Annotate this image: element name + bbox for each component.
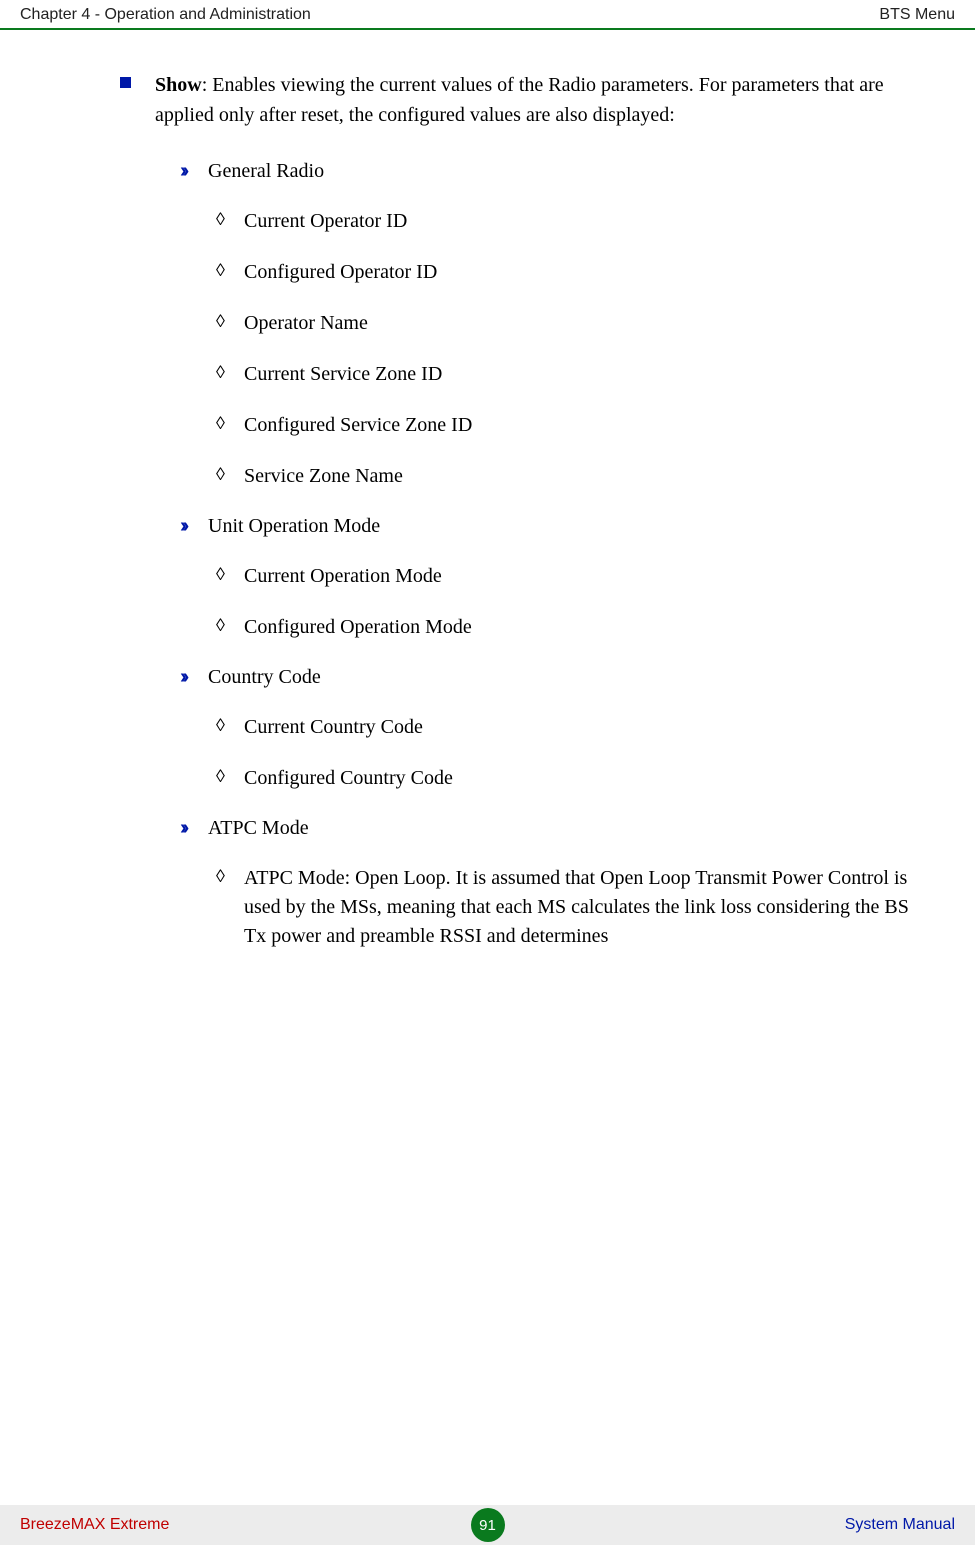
group-title: ATPC Mode xyxy=(208,815,309,842)
list-item: ◊Current Country Code xyxy=(216,713,915,742)
group-title: General Radio xyxy=(208,158,324,185)
groups-list: ››General Radio◊Current Operator ID◊Conf… xyxy=(120,158,915,951)
list-item: ◊Service Zone Name xyxy=(216,462,915,491)
chevron-icon: ›› xyxy=(180,513,208,540)
group-row: ››Country Code xyxy=(180,664,915,691)
item-text: Service Zone Name xyxy=(244,462,403,491)
group-items: ◊Current Country Code◊Configured Country… xyxy=(180,713,915,793)
list-item: ◊Operator Name xyxy=(216,309,915,338)
item-text: Current Service Zone ID xyxy=(244,360,442,389)
item-text: Current Operation Mode xyxy=(244,562,442,591)
item-text: Configured Country Code xyxy=(244,764,453,793)
item-text: ATPC Mode: Open Loop. It is assumed that… xyxy=(244,864,915,951)
footer-left: BreezeMAX Extreme xyxy=(20,1516,169,1534)
diamond-icon: ◊ xyxy=(216,207,244,232)
square-bullet-icon xyxy=(120,77,131,88)
footer: BreezeMAX Extreme 91 System Manual xyxy=(0,1505,975,1545)
diamond-icon: ◊ xyxy=(216,562,244,587)
show-description: : Enables viewing the current values of … xyxy=(155,74,884,126)
group-row: ››Unit Operation Mode xyxy=(180,513,915,540)
list-item: ◊Configured Operator ID xyxy=(216,258,915,287)
list-item: ◊Configured Country Code xyxy=(216,764,915,793)
chevron-icon: ›› xyxy=(180,815,208,842)
chevron-icon: ›› xyxy=(180,664,208,691)
diamond-icon: ◊ xyxy=(216,613,244,638)
page-number-badge: 91 xyxy=(471,1508,505,1542)
chevron-icon: ›› xyxy=(180,158,208,185)
diamond-icon: ◊ xyxy=(216,309,244,334)
group-row: ››ATPC Mode xyxy=(180,815,915,842)
diamond-icon: ◊ xyxy=(216,258,244,283)
show-bullet: Show: Enables viewing the current values… xyxy=(120,70,915,130)
header-right: BTS Menu xyxy=(879,6,955,24)
list-item: ◊Current Operation Mode xyxy=(216,562,915,591)
header-left: Chapter 4 - Operation and Administration xyxy=(20,6,311,24)
footer-right: System Manual xyxy=(845,1516,955,1534)
diamond-icon: ◊ xyxy=(216,462,244,487)
show-text: Show: Enables viewing the current values… xyxy=(155,70,915,130)
list-item: ◊Configured Service Zone ID xyxy=(216,411,915,440)
diamond-icon: ◊ xyxy=(216,411,244,436)
group-row: ››General Radio xyxy=(180,158,915,185)
item-text: Configured Operation Mode xyxy=(244,613,472,642)
item-text: Configured Service Zone ID xyxy=(244,411,472,440)
item-text: Operator Name xyxy=(244,309,368,338)
list-item: ◊Current Service Zone ID xyxy=(216,360,915,389)
content-area: Show: Enables viewing the current values… xyxy=(0,30,975,951)
group-title: Unit Operation Mode xyxy=(208,513,380,540)
list-item: ◊Current Operator ID xyxy=(216,207,915,236)
list-item: ◊Configured Operation Mode xyxy=(216,613,915,642)
item-text: Current Country Code xyxy=(244,713,423,742)
diamond-icon: ◊ xyxy=(216,864,244,889)
show-label: Show xyxy=(155,74,202,96)
diamond-icon: ◊ xyxy=(216,713,244,738)
item-text: Configured Operator ID xyxy=(244,258,437,287)
group-items: ◊ATPC Mode: Open Loop. It is assumed tha… xyxy=(180,864,915,951)
list-item: ◊ATPC Mode: Open Loop. It is assumed tha… xyxy=(216,864,915,951)
group-items: ◊Current Operator ID◊Configured Operator… xyxy=(180,207,915,491)
group-items: ◊Current Operation Mode◊Configured Opera… xyxy=(180,562,915,642)
group-title: Country Code xyxy=(208,664,321,691)
diamond-icon: ◊ xyxy=(216,764,244,789)
item-text: Current Operator ID xyxy=(244,207,407,236)
diamond-icon: ◊ xyxy=(216,360,244,385)
